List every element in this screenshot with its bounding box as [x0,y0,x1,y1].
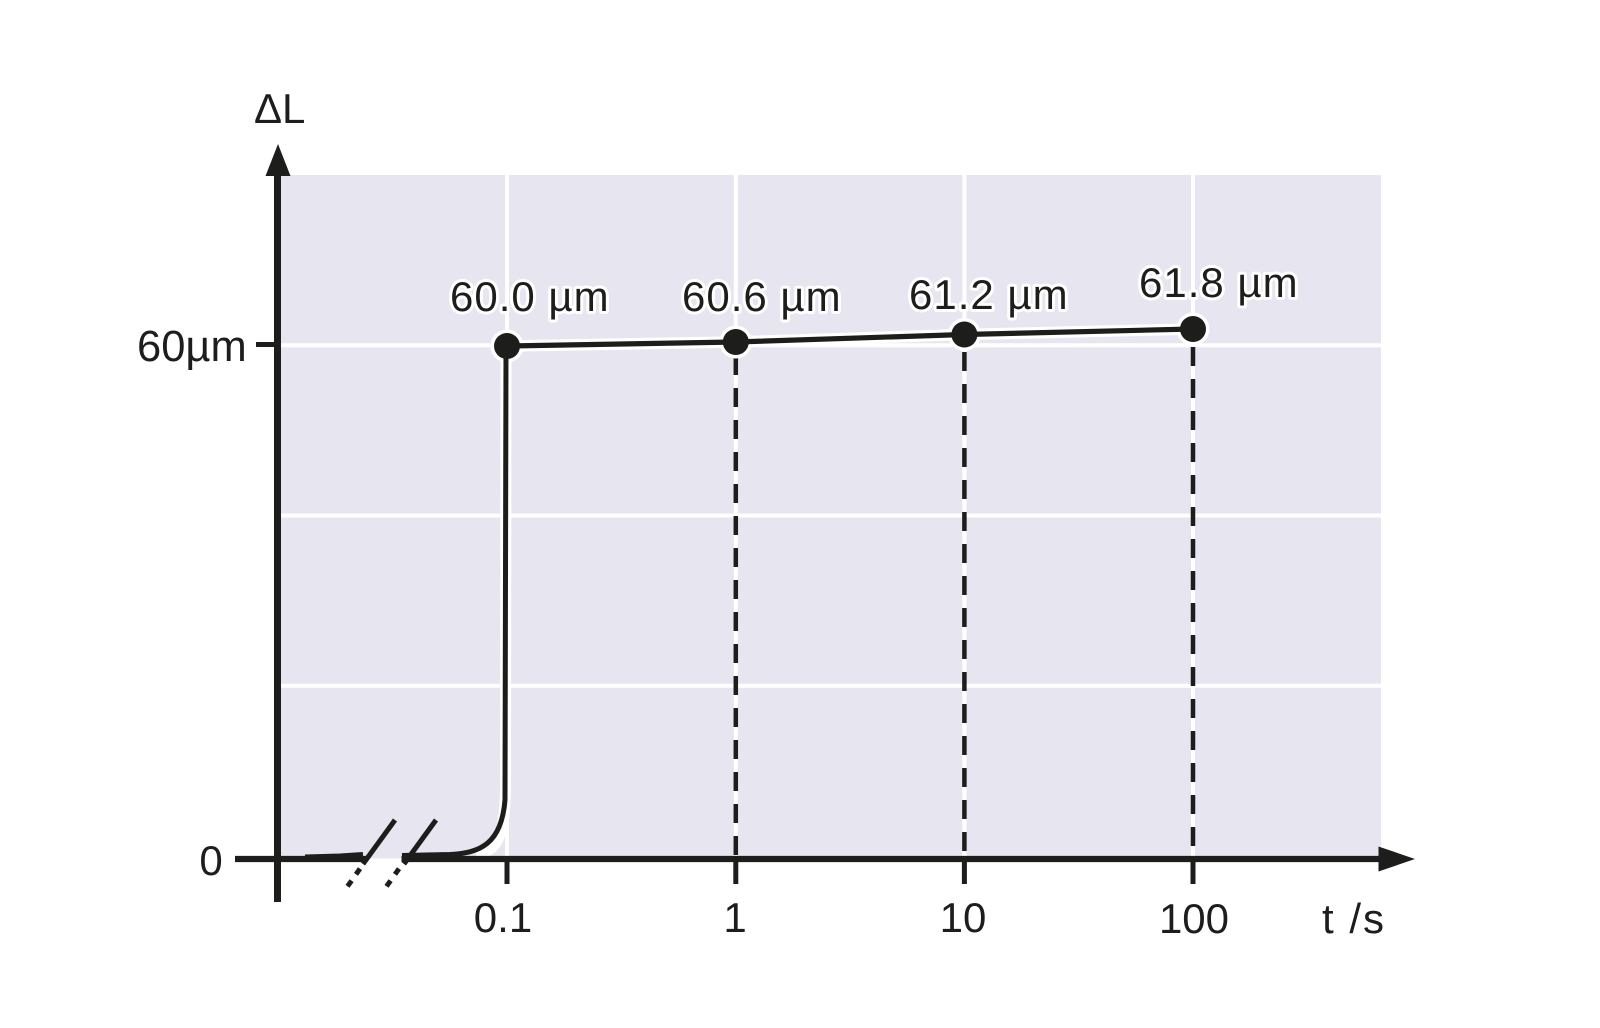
svg-text:60.0 µm: 60.0 µm [450,273,610,320]
svg-text:60.6 µm: 60.6 µm [682,273,842,320]
svg-text:60µm: 60µm [137,323,247,371]
svg-text:0: 0 [199,837,222,884]
svg-text:10: 10 [940,894,987,941]
svg-text:0.1: 0.1 [474,894,532,941]
svg-text:100: 100 [1159,895,1229,942]
svg-text:61.8 µm: 61.8 µm [1139,259,1299,306]
svg-text:ΔL: ΔL [254,85,305,132]
svg-text:t /s: t /s [1322,895,1386,942]
svg-text:1: 1 [723,894,746,941]
svg-text:61.2 µm: 61.2 µm [909,271,1069,318]
